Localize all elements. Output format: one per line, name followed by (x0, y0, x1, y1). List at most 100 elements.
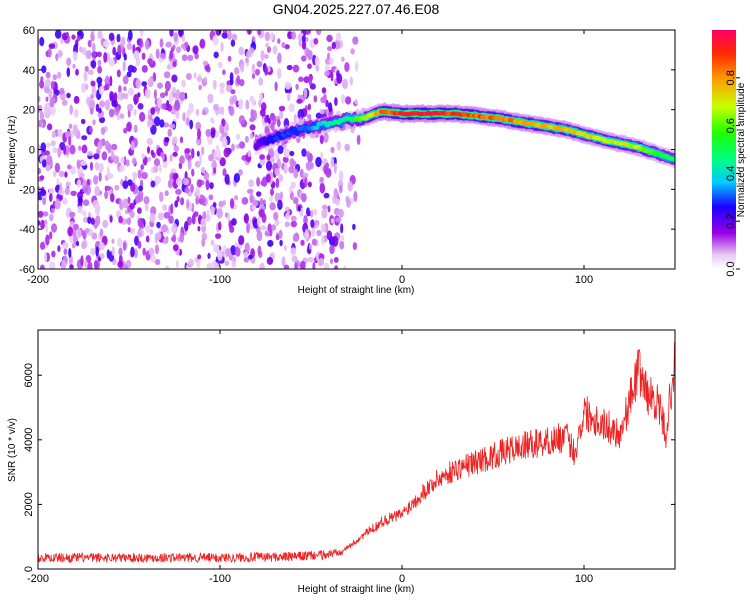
noise-blob (93, 175, 99, 185)
snr-x-axis-label: Height of straight line (km) (298, 584, 415, 595)
noise-blob (67, 226, 74, 237)
noise-blob (334, 39, 341, 50)
noise-blob (338, 170, 344, 182)
y-tick-label: -40 (19, 224, 35, 236)
noise-blob (323, 192, 330, 199)
noise-blob (144, 39, 150, 50)
noise-blob (349, 76, 353, 86)
noise-blob (243, 256, 250, 263)
noise-blob (203, 171, 210, 181)
noise-blob (249, 133, 254, 140)
noise-blob (126, 42, 133, 51)
noise-blob (54, 162, 61, 173)
noise-blob (296, 98, 303, 104)
noise-blob (170, 203, 174, 215)
noise-blob (68, 248, 72, 258)
noise-blob (321, 87, 327, 94)
noise-blob (45, 71, 51, 79)
noise-blob (44, 78, 51, 88)
noise-blob (181, 79, 186, 88)
noise-blob (48, 261, 56, 269)
noise-blob (251, 63, 256, 75)
noise-blob (292, 233, 298, 242)
noise-blob (141, 172, 148, 180)
noise-blob (298, 40, 302, 47)
noise-blob (48, 43, 55, 49)
noise-blob (129, 210, 135, 219)
noise-blob (197, 74, 202, 83)
noise-blob (46, 155, 53, 166)
noise-blob (129, 202, 136, 210)
noise-blob (70, 165, 76, 175)
noise-blob (150, 124, 157, 135)
noise-blob (179, 91, 186, 101)
noise-blob (197, 254, 202, 260)
noise-blob (295, 83, 299, 91)
noise-blob (352, 242, 358, 251)
noise-blob (336, 141, 342, 151)
noise-blob (266, 46, 271, 53)
noise-blob (186, 198, 190, 209)
noise-blob (238, 115, 245, 125)
noise-blob (196, 179, 203, 188)
noise-blob (41, 159, 47, 168)
noise-blob (189, 119, 194, 130)
x-tick-label: 0 (399, 573, 405, 585)
noise-blob (69, 264, 74, 269)
noise-blob (238, 235, 245, 246)
noise-blob (291, 31, 296, 40)
noise-blob (333, 157, 337, 166)
noise-blob (123, 127, 128, 134)
noise-blob (175, 177, 183, 186)
noise-blob (39, 175, 45, 181)
noise-blob (172, 151, 178, 157)
noise-blob (142, 247, 146, 256)
noise-blob (104, 185, 112, 191)
noise-blob (199, 38, 206, 49)
noise-blob (38, 119, 43, 128)
noise-blob (221, 118, 226, 127)
noise-blob (277, 145, 284, 155)
x-tick-label: 100 (575, 274, 593, 286)
noise-blob (195, 196, 199, 205)
noise-blob (232, 94, 238, 104)
noise-blob (256, 230, 263, 242)
noise-blob (113, 155, 120, 165)
noise-blob (306, 151, 311, 158)
noise-blob (222, 137, 228, 148)
noise-blob (61, 260, 67, 269)
noise-blob (103, 52, 108, 63)
noise-blob (57, 146, 62, 158)
noise-blob (288, 186, 293, 194)
noise-blob (287, 92, 291, 102)
noise-blob (108, 58, 115, 67)
noise-blob (203, 76, 208, 83)
noise-blob (304, 177, 308, 188)
noise-blob (192, 45, 199, 55)
x-tick-label: -100 (209, 274, 231, 286)
noise-blob (318, 257, 325, 267)
noise-blob (57, 245, 61, 253)
noise-blob (78, 145, 82, 151)
noise-blob (126, 122, 132, 132)
noise-blob (251, 205, 257, 211)
noise-blob (267, 239, 274, 247)
noise-blob (323, 262, 330, 269)
noise-blob (274, 168, 280, 176)
noise-blob (157, 212, 165, 221)
noise-blob (50, 140, 56, 147)
noise-blob (228, 106, 234, 116)
noise-blob (210, 130, 216, 139)
noise-blob (118, 215, 123, 224)
noise-blob (119, 113, 125, 119)
noise-blob (211, 159, 217, 171)
noise-blob (123, 86, 127, 92)
noise-blob (301, 35, 306, 43)
noise-blob (176, 196, 180, 203)
noise-blob (78, 196, 83, 203)
noise-blob (208, 154, 214, 162)
noise-blob (213, 103, 219, 112)
noise-blob (137, 103, 144, 110)
